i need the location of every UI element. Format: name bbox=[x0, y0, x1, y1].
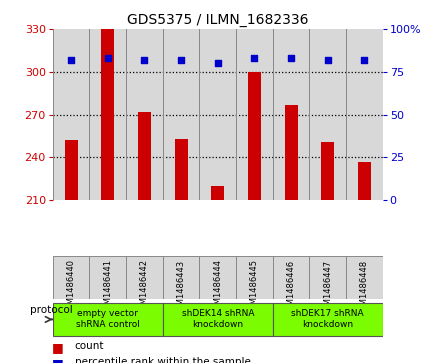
Text: GSM1486444: GSM1486444 bbox=[213, 260, 222, 315]
Text: GSM1486446: GSM1486446 bbox=[286, 260, 296, 315]
Bar bbox=[89, 256, 126, 299]
Bar bbox=[53, 256, 89, 299]
Bar bbox=[248, 72, 261, 200]
Text: count: count bbox=[75, 341, 104, 351]
Bar bbox=[175, 139, 187, 200]
Bar bbox=[89, 29, 126, 200]
Bar bbox=[273, 303, 383, 336]
Bar bbox=[346, 256, 383, 299]
Text: ■: ■ bbox=[52, 341, 64, 354]
Bar bbox=[309, 29, 346, 200]
Bar bbox=[273, 29, 309, 200]
Point bbox=[68, 57, 75, 63]
Bar bbox=[199, 256, 236, 299]
Bar bbox=[163, 256, 199, 299]
Point bbox=[178, 57, 185, 63]
Text: GSM1486448: GSM1486448 bbox=[360, 260, 369, 315]
Text: GSM1486440: GSM1486440 bbox=[66, 260, 76, 315]
Text: percentile rank within the sample: percentile rank within the sample bbox=[75, 356, 250, 363]
Bar bbox=[211, 186, 224, 200]
Bar bbox=[53, 303, 163, 336]
Text: protocol: protocol bbox=[29, 305, 72, 315]
Point bbox=[141, 57, 148, 63]
Text: GSM1486441: GSM1486441 bbox=[103, 260, 112, 315]
Bar bbox=[199, 29, 236, 200]
Text: GSM1486445: GSM1486445 bbox=[250, 260, 259, 315]
Point bbox=[288, 55, 295, 61]
Point bbox=[251, 55, 258, 61]
Bar bbox=[101, 28, 114, 200]
Bar bbox=[285, 105, 297, 200]
Bar bbox=[138, 112, 151, 200]
Text: empty vector
shRNA control: empty vector shRNA control bbox=[76, 309, 140, 330]
Text: GSM1486447: GSM1486447 bbox=[323, 260, 332, 315]
Bar bbox=[236, 256, 273, 299]
Bar bbox=[309, 256, 346, 299]
Text: shDEK14 shRNA
knockdown: shDEK14 shRNA knockdown bbox=[182, 309, 254, 330]
Bar bbox=[163, 29, 199, 200]
Text: ■: ■ bbox=[52, 356, 64, 363]
Bar bbox=[346, 29, 383, 200]
Bar bbox=[358, 162, 371, 200]
Bar bbox=[236, 29, 273, 200]
Bar bbox=[53, 29, 89, 200]
Bar bbox=[65, 140, 77, 200]
Point bbox=[214, 60, 221, 66]
Bar bbox=[163, 303, 273, 336]
Text: GSM1486442: GSM1486442 bbox=[140, 260, 149, 315]
Text: shDEK17 shRNA
knockdown: shDEK17 shRNA knockdown bbox=[291, 309, 364, 330]
Bar bbox=[273, 256, 309, 299]
Bar bbox=[126, 256, 163, 299]
Bar bbox=[321, 142, 334, 200]
Text: GSM1486443: GSM1486443 bbox=[176, 260, 186, 315]
Point bbox=[361, 57, 368, 63]
Title: GDS5375 / ILMN_1682336: GDS5375 / ILMN_1682336 bbox=[127, 13, 308, 26]
Bar bbox=[126, 29, 163, 200]
Point bbox=[324, 57, 331, 63]
Point bbox=[104, 55, 111, 61]
